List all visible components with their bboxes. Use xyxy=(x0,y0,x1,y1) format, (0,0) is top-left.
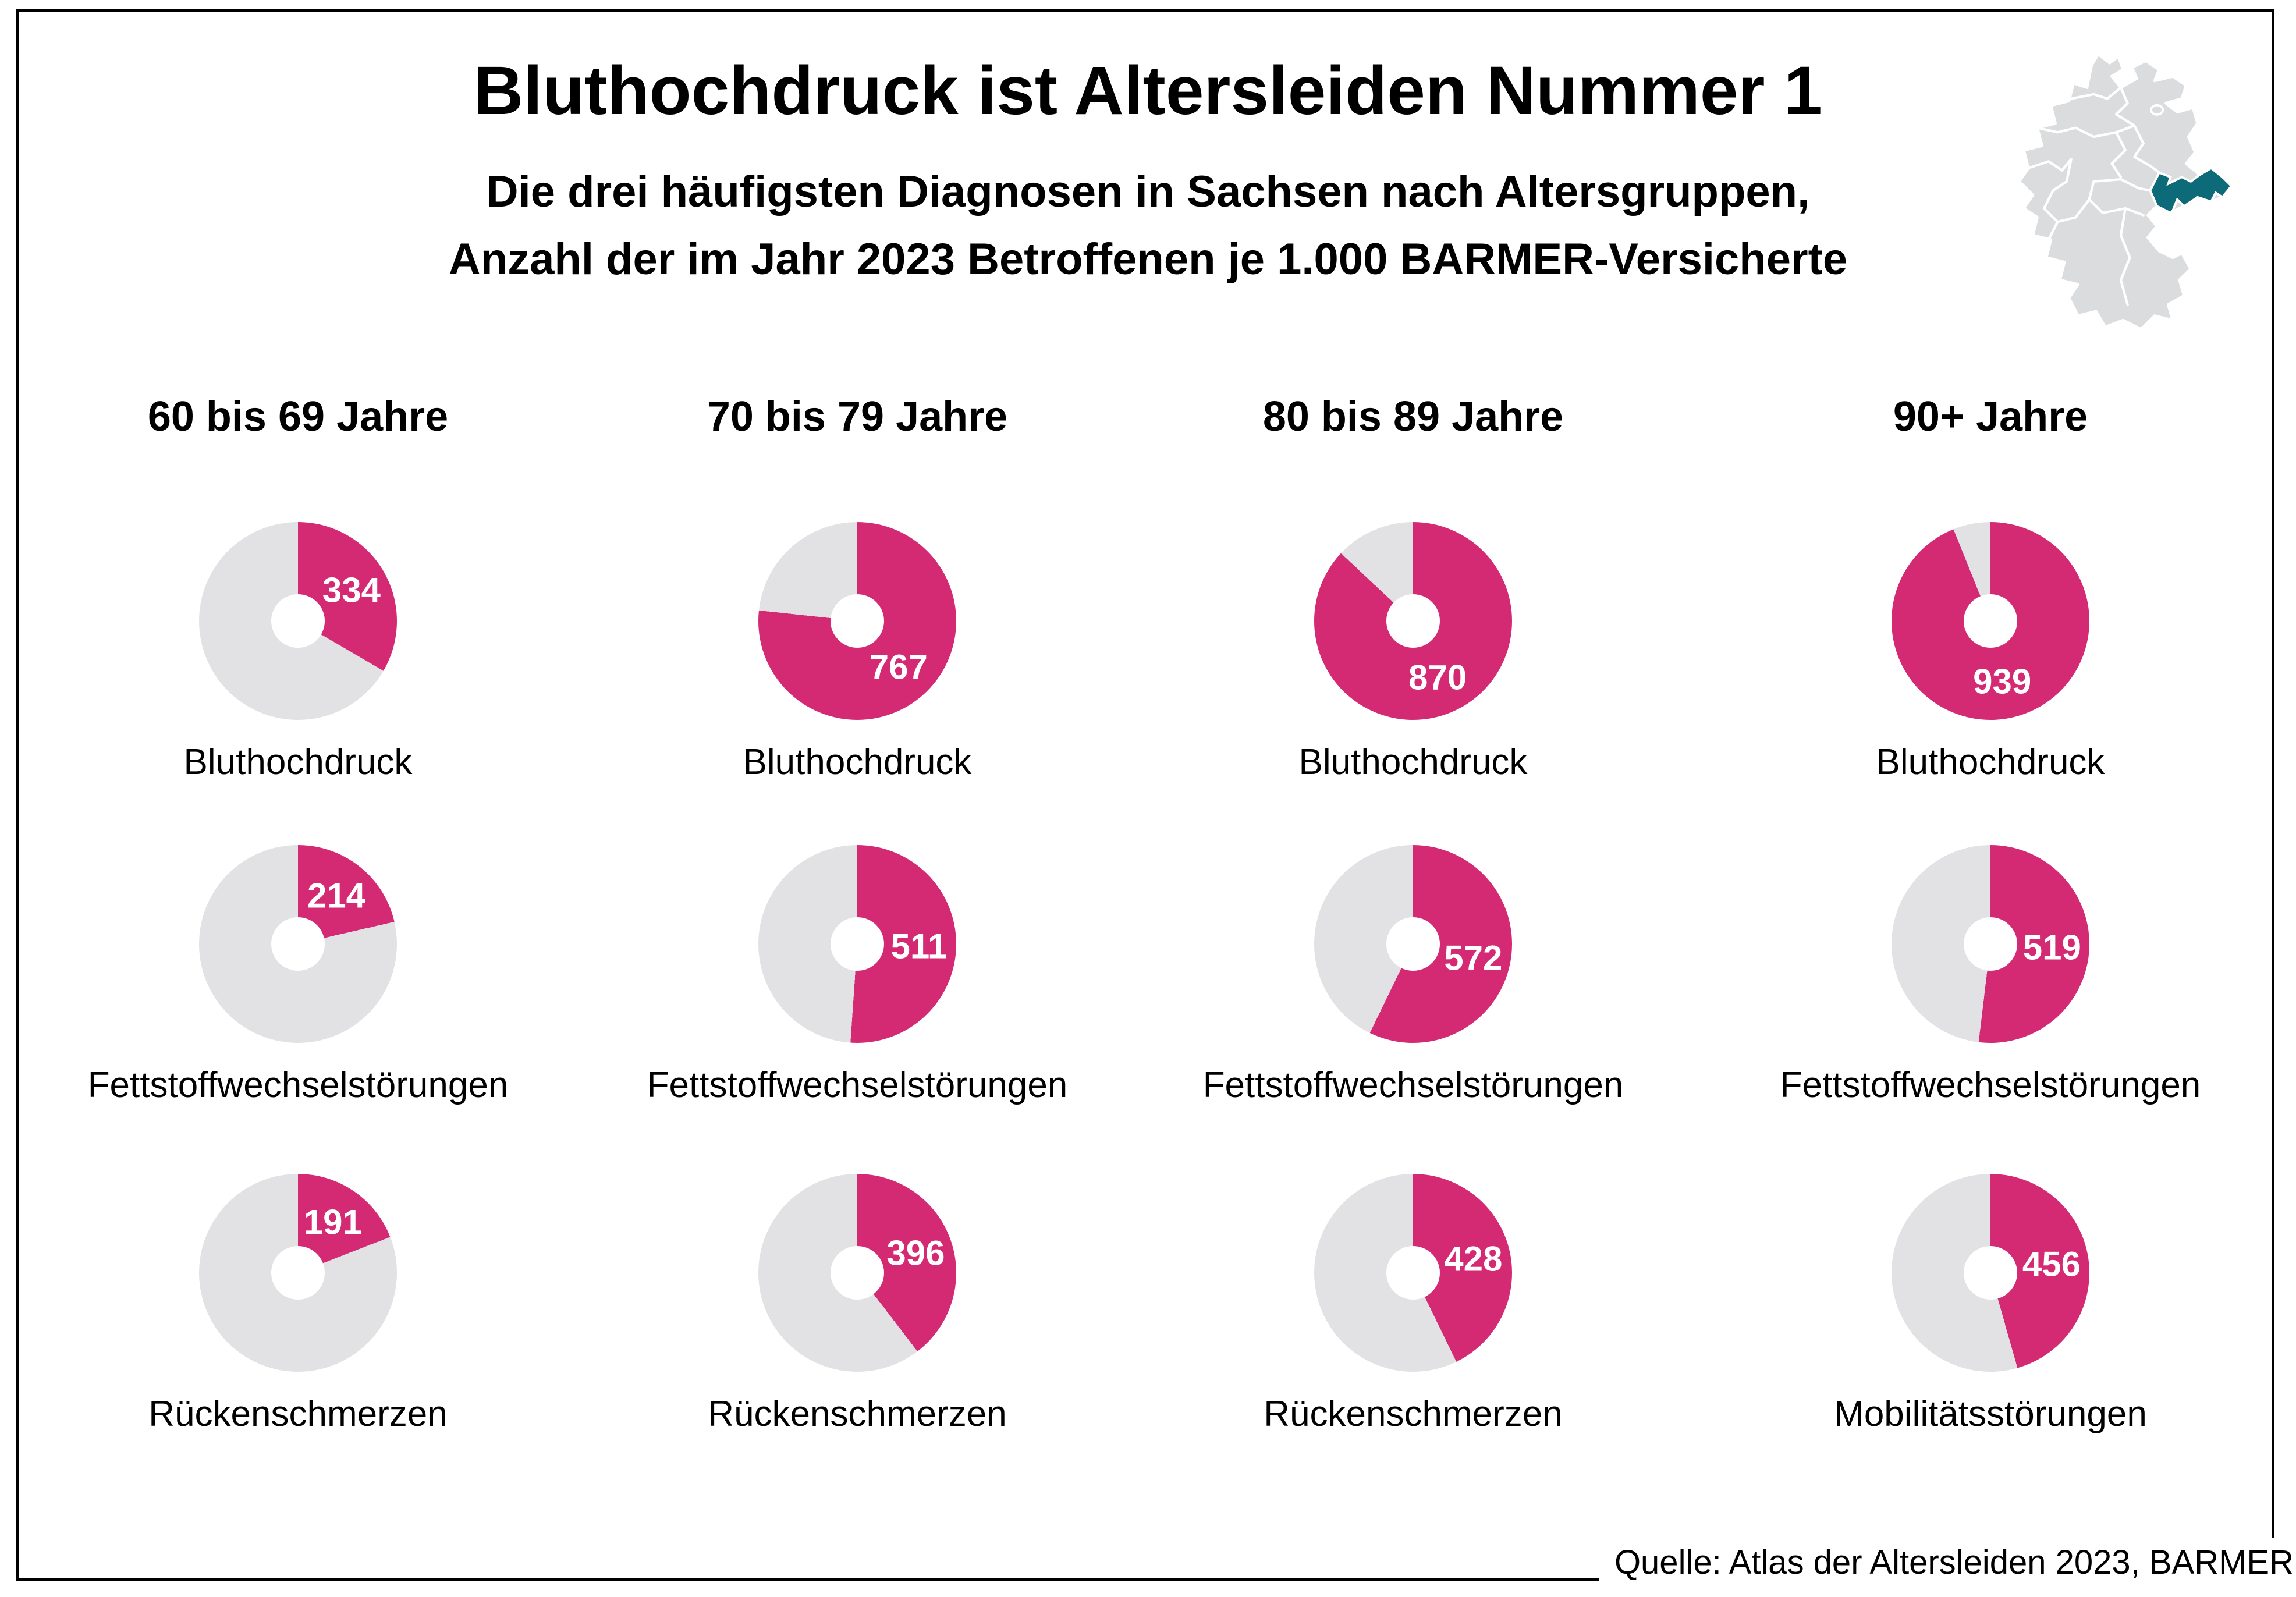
donut-value: 334 xyxy=(322,570,381,610)
donut-hole xyxy=(831,917,884,971)
subtitle: Die drei häufigsten Diagnosen in Sachsen… xyxy=(0,158,2296,293)
subtitle-line-2: Anzahl der im Jahr 2023 Betroffenen je 1… xyxy=(448,234,1848,284)
saxony-region xyxy=(2149,166,2233,215)
diagnosis-label: Fettstoffwechselstörungen xyxy=(647,1065,1068,1105)
donut-chart: 456 xyxy=(1892,1174,2089,1372)
donut-chart: 334 xyxy=(199,522,397,720)
age-group-header: 90+ Jahre xyxy=(1893,393,2088,440)
diagnosis-label: Bluthochdruck xyxy=(743,742,972,782)
donut-value: 519 xyxy=(2022,928,2081,967)
donut-value: 572 xyxy=(1444,938,1503,978)
donut-hole xyxy=(1386,594,1440,648)
donut-hole xyxy=(1386,917,1440,971)
border-frame xyxy=(16,9,2274,1581)
germany-outline xyxy=(2017,52,2233,331)
donut-chart: 572 xyxy=(1314,845,1512,1043)
diagnosis-label: Bluthochdruck xyxy=(1298,742,1528,782)
donut-hole xyxy=(1964,1246,2017,1300)
donut-hole xyxy=(1964,917,2017,971)
donut-chart: 767 xyxy=(758,522,956,720)
donut-chart: 870 xyxy=(1314,522,1512,720)
donut-chart: 511 xyxy=(758,845,956,1043)
donut-value: 428 xyxy=(1444,1239,1503,1279)
donut-chart: 519 xyxy=(1892,845,2089,1043)
source-note: Quelle: Atlas der Altersleiden 2023, BAR… xyxy=(1599,1538,2296,1588)
donut-hole xyxy=(831,1246,884,1300)
donut-value: 191 xyxy=(303,1202,362,1242)
diagnosis-label: Mobilitätsstörungen xyxy=(1834,1394,2147,1434)
donut-value: 214 xyxy=(307,876,366,915)
donut-value: 456 xyxy=(2022,1244,2081,1284)
donut-hole xyxy=(1386,1246,1440,1300)
donut-hole xyxy=(271,1246,325,1300)
state-borders xyxy=(2027,86,2161,306)
donut-hole xyxy=(831,594,884,648)
donut-value: 939 xyxy=(1973,662,2032,701)
diagnosis-label: Rückenschmerzen xyxy=(708,1394,1007,1434)
donut-hole xyxy=(271,594,325,648)
germany-map xyxy=(2017,52,2233,331)
donut-chart: 396 xyxy=(758,1174,956,1372)
diagnosis-label: Fettstoffwechselstörungen xyxy=(1202,1065,1624,1105)
diagnosis-label: Fettstoffwechselstörungen xyxy=(87,1065,509,1105)
age-group-header: 80 bis 89 Jahre xyxy=(1262,393,1564,440)
diagnosis-label: Rückenschmerzen xyxy=(1264,1394,1563,1434)
donut-chart: 214 xyxy=(199,845,397,1043)
subtitle-line-1: Die drei häufigsten Diagnosen in Sachsen… xyxy=(486,167,1810,217)
diagnosis-label: Bluthochdruck xyxy=(183,742,413,782)
donut-chart: 191 xyxy=(199,1174,397,1372)
age-group-header: 70 bis 79 Jahre xyxy=(707,393,1008,440)
donut-value: 767 xyxy=(869,647,928,687)
berlin-area xyxy=(2150,104,2164,116)
donut-value: 870 xyxy=(1408,658,1467,697)
donut-value: 511 xyxy=(890,927,948,966)
donut-chart: 428 xyxy=(1314,1174,1512,1372)
diagnosis-label: Rückenschmerzen xyxy=(148,1394,448,1434)
donut-hole xyxy=(271,917,325,971)
donut-chart: 939 xyxy=(1892,522,2089,720)
donut-hole xyxy=(1964,594,2017,648)
diagnosis-label: Bluthochdruck xyxy=(1876,742,2105,782)
donut-value: 396 xyxy=(886,1233,945,1273)
page-title: Bluthochdruck ist Altersleiden Nummer 1 xyxy=(474,52,1822,129)
age-group-header: 60 bis 69 Jahre xyxy=(147,393,449,440)
diagnosis-label: Fettstoffwechselstörungen xyxy=(1780,1065,2201,1105)
